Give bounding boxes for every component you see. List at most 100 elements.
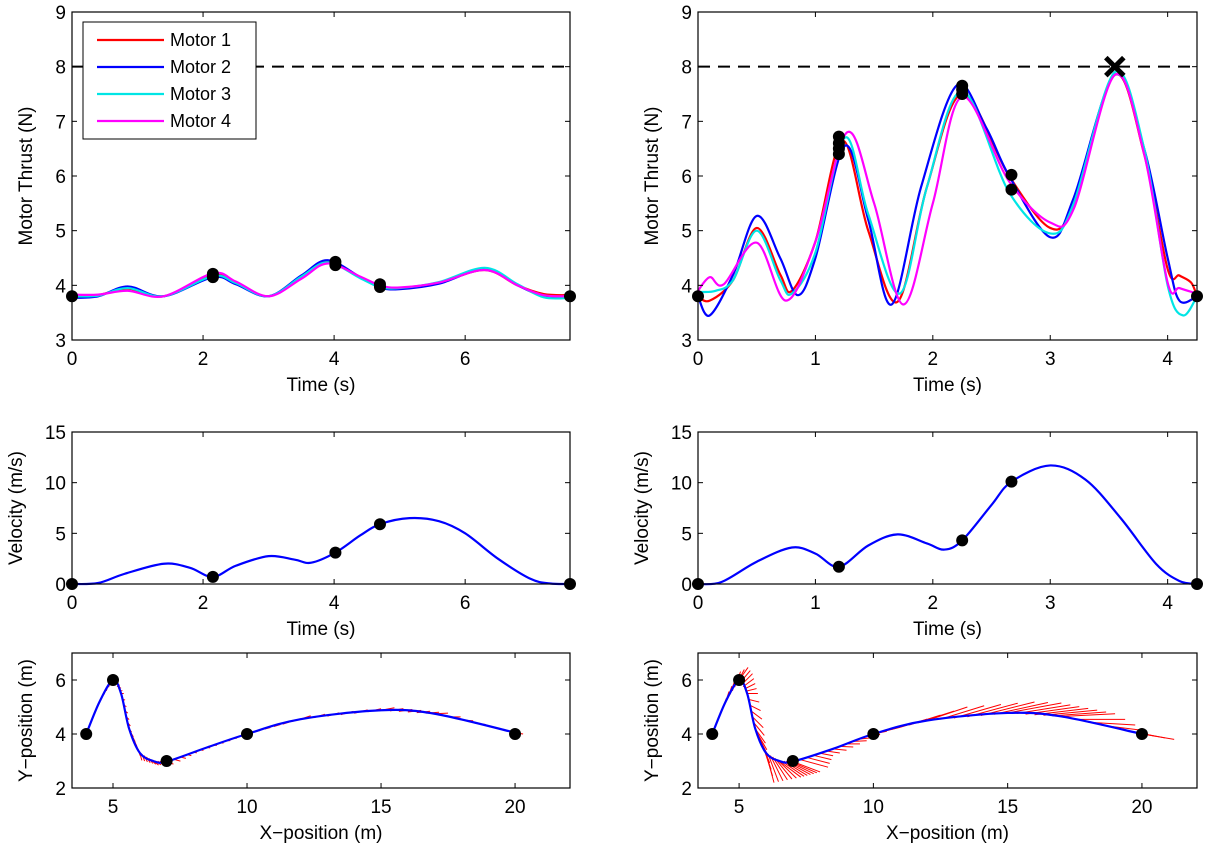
legend-entry-label: Motor 3 bbox=[170, 84, 231, 104]
thrust-vector bbox=[1061, 713, 1116, 717]
y-tick-label: 6 bbox=[681, 671, 692, 692]
y-tick-label: 3 bbox=[55, 331, 66, 352]
y-tick-label: 15 bbox=[671, 423, 692, 444]
y-tick-label: 4 bbox=[55, 276, 66, 297]
y-axis-label: Velocity (m/s) bbox=[632, 451, 653, 565]
legend-entry-label: Motor 4 bbox=[170, 111, 231, 131]
waypoint-marker bbox=[832, 148, 845, 161]
legend-entry-label: Motor 2 bbox=[170, 57, 231, 77]
x-tick-label: 3 bbox=[1045, 593, 1056, 614]
thrust-vector bbox=[767, 754, 779, 782]
y-tick-label: 7 bbox=[55, 112, 66, 133]
legend-entry-label: Motor 1 bbox=[170, 30, 231, 50]
x-tick-label: 10 bbox=[236, 797, 257, 818]
x-tick-label: 2 bbox=[198, 593, 209, 614]
waypoint-marker bbox=[329, 259, 342, 272]
thrust-vector bbox=[812, 754, 832, 761]
y-tick-label: 8 bbox=[55, 58, 66, 79]
x-tick-label: 0 bbox=[67, 349, 78, 370]
y-tick-label: 15 bbox=[45, 423, 66, 444]
subplot-path_left: 5 10 15 20 2 4 6 X−position (m) Y−position (m) bbox=[16, 652, 571, 844]
thrust-vector bbox=[774, 757, 793, 780]
y-tick-label: 10 bbox=[671, 474, 692, 495]
waypoint-marker bbox=[160, 755, 173, 767]
x-tick-label: 2 bbox=[198, 349, 209, 370]
waypoint-marker bbox=[373, 280, 386, 293]
waypoint-marker bbox=[1005, 475, 1018, 488]
y-tick-label: 2 bbox=[55, 779, 66, 800]
thrust-vector bbox=[748, 698, 760, 703]
y-tick-label: 0 bbox=[681, 575, 692, 596]
thrust-vector bbox=[776, 759, 797, 779]
x-tick-label: 0 bbox=[693, 349, 704, 370]
series-line-velocity bbox=[71, 516, 571, 586]
series-line-motor-4 bbox=[697, 72, 1198, 306]
subplot-thrust_left: 0 2 4 6 3 4 5 6 7 8 9 Time (s) Motor Thrust (N) Motor… bbox=[16, 3, 576, 396]
y-axis-label: Y−position (m) bbox=[642, 659, 663, 782]
x-tick-label: 20 bbox=[1131, 797, 1152, 818]
x-tick-label: 4 bbox=[1162, 593, 1173, 614]
waypoint-marker bbox=[206, 271, 219, 284]
y-tick-label: 4 bbox=[55, 725, 66, 746]
thrust-vector bbox=[769, 755, 784, 782]
thrust-vector bbox=[753, 722, 765, 736]
x-tick-label: 10 bbox=[863, 797, 884, 818]
waypoint-marker bbox=[706, 728, 719, 740]
x-tick-label: 6 bbox=[460, 349, 471, 370]
thrust-vector bbox=[926, 706, 968, 721]
waypoint-marker bbox=[956, 88, 969, 100]
axes-frame bbox=[71, 652, 571, 789]
thrust-vector bbox=[745, 688, 757, 692]
x-axis-label: Time (s) bbox=[913, 375, 982, 396]
y-tick-label: 6 bbox=[681, 167, 692, 188]
y-tick-label: 3 bbox=[681, 331, 692, 352]
y-tick-label: 9 bbox=[55, 3, 66, 24]
y-tick-label: 0 bbox=[55, 575, 66, 596]
waypoint-marker bbox=[867, 728, 880, 740]
waypoint-marker bbox=[832, 560, 845, 573]
x-tick-label: 5 bbox=[734, 797, 745, 818]
waypoint-marker bbox=[1005, 183, 1018, 196]
series-line-velocity bbox=[697, 464, 1198, 586]
x-axis-label: Time (s) bbox=[913, 619, 982, 640]
x-tick-label: 5 bbox=[108, 797, 119, 818]
waypoint-marker bbox=[1005, 168, 1018, 181]
y-tick-label: 5 bbox=[681, 524, 692, 545]
y-tick-label: 4 bbox=[681, 276, 692, 297]
y-axis-label: Y−position (m) bbox=[16, 659, 37, 782]
x-tick-label: 4 bbox=[329, 593, 340, 614]
thrust-vector bbox=[765, 752, 775, 783]
legend: Motor 1 Motor 2 Motor 3 Motor 4 bbox=[82, 21, 257, 140]
x-tick-label: 15 bbox=[997, 797, 1018, 818]
x-tick-label: 2 bbox=[928, 349, 939, 370]
x-tick-label: 3 bbox=[1045, 349, 1056, 370]
y-tick-label: 9 bbox=[681, 3, 692, 24]
thrust-vector bbox=[806, 756, 830, 764]
subplot-path_right: 5 10 15 20 2 4 6 X−position (m) Y−position (m) bbox=[642, 652, 1198, 844]
waypoint-marker bbox=[373, 518, 386, 531]
x-tick-label: 4 bbox=[1162, 349, 1173, 370]
plot-area bbox=[72, 653, 570, 788]
x-axis-label: Time (s) bbox=[287, 375, 356, 396]
y-tick-label: 2 bbox=[681, 779, 692, 800]
waypoint-marker bbox=[956, 534, 969, 547]
waypoint-marker bbox=[206, 570, 219, 583]
series-line-motor-4 bbox=[71, 262, 571, 298]
waypoint-marker bbox=[786, 755, 799, 767]
y-axis-label: Motor Thrust (N) bbox=[642, 106, 663, 245]
y-tick-label: 5 bbox=[681, 222, 692, 243]
legend-box bbox=[82, 21, 257, 140]
thrust-vector bbox=[750, 710, 763, 720]
x-axis-label: Time (s) bbox=[287, 619, 356, 640]
plot-area bbox=[698, 432, 1197, 584]
waypoint-marker bbox=[80, 728, 93, 740]
subplot-velocity_left: 0 2 4 6 0 5 10 15 Time (s) Velocity (m/s) bbox=[6, 423, 576, 640]
x-tick-label: 20 bbox=[504, 797, 525, 818]
x-tick-label: 4 bbox=[329, 349, 340, 370]
thrust-vector bbox=[749, 704, 761, 712]
x-tick-label: 2 bbox=[928, 593, 939, 614]
waypoint-marker bbox=[241, 728, 254, 740]
y-axis-label: Velocity (m/s) bbox=[6, 451, 27, 565]
series-line-motor-3 bbox=[697, 69, 1198, 317]
